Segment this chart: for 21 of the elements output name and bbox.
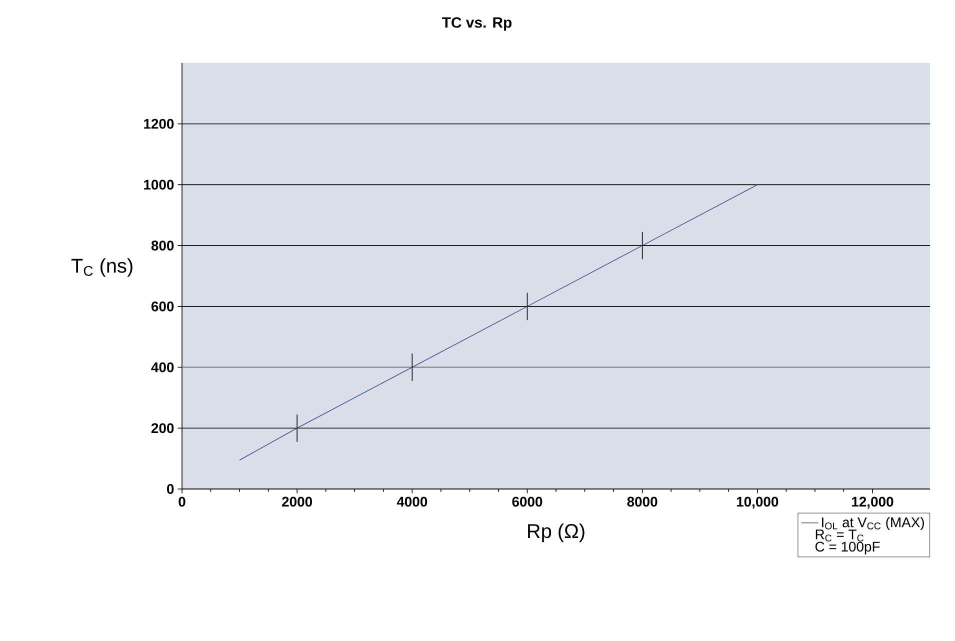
x-axis-title: Rp (Ω) bbox=[528, 524, 584, 542]
y-tick-label: 400 bbox=[151, 362, 174, 372]
y-tick-label: 0 bbox=[167, 484, 174, 494]
x-tick-label: 10,000 bbox=[736, 496, 778, 509]
y-axis-title: T$_{C}$ (ns) bbox=[71, 258, 132, 277]
x-tick-label: 6000 bbox=[512, 496, 542, 507]
x-tick-label: 2000 bbox=[282, 496, 312, 507]
y-tick-label: 800 bbox=[151, 240, 174, 251]
y-tick-label: 200 bbox=[151, 423, 174, 434]
x-tick-label: 8000 bbox=[627, 496, 658, 507]
x-tick-label: 0 bbox=[178, 496, 186, 507]
y-tick-label: 1000 bbox=[144, 180, 174, 190]
y-tick-label: 600 bbox=[151, 301, 174, 312]
legend-label: I$_{OL}$ at V$_{CC}$ (MAX) bbox=[822, 517, 924, 530]
y-tick-label: 1200 bbox=[144, 118, 174, 129]
chart-title: TC vs. Rp bbox=[442, 17, 512, 31]
x-tick-label: 4000 bbox=[396, 496, 428, 507]
x-tick-label: 12,000 bbox=[852, 496, 894, 509]
line-series bbox=[239, 184, 758, 460]
text: C = 100pF bbox=[815, 542, 880, 554]
text: R$_{C}$ = T$_{C}$ bbox=[816, 530, 864, 542]
